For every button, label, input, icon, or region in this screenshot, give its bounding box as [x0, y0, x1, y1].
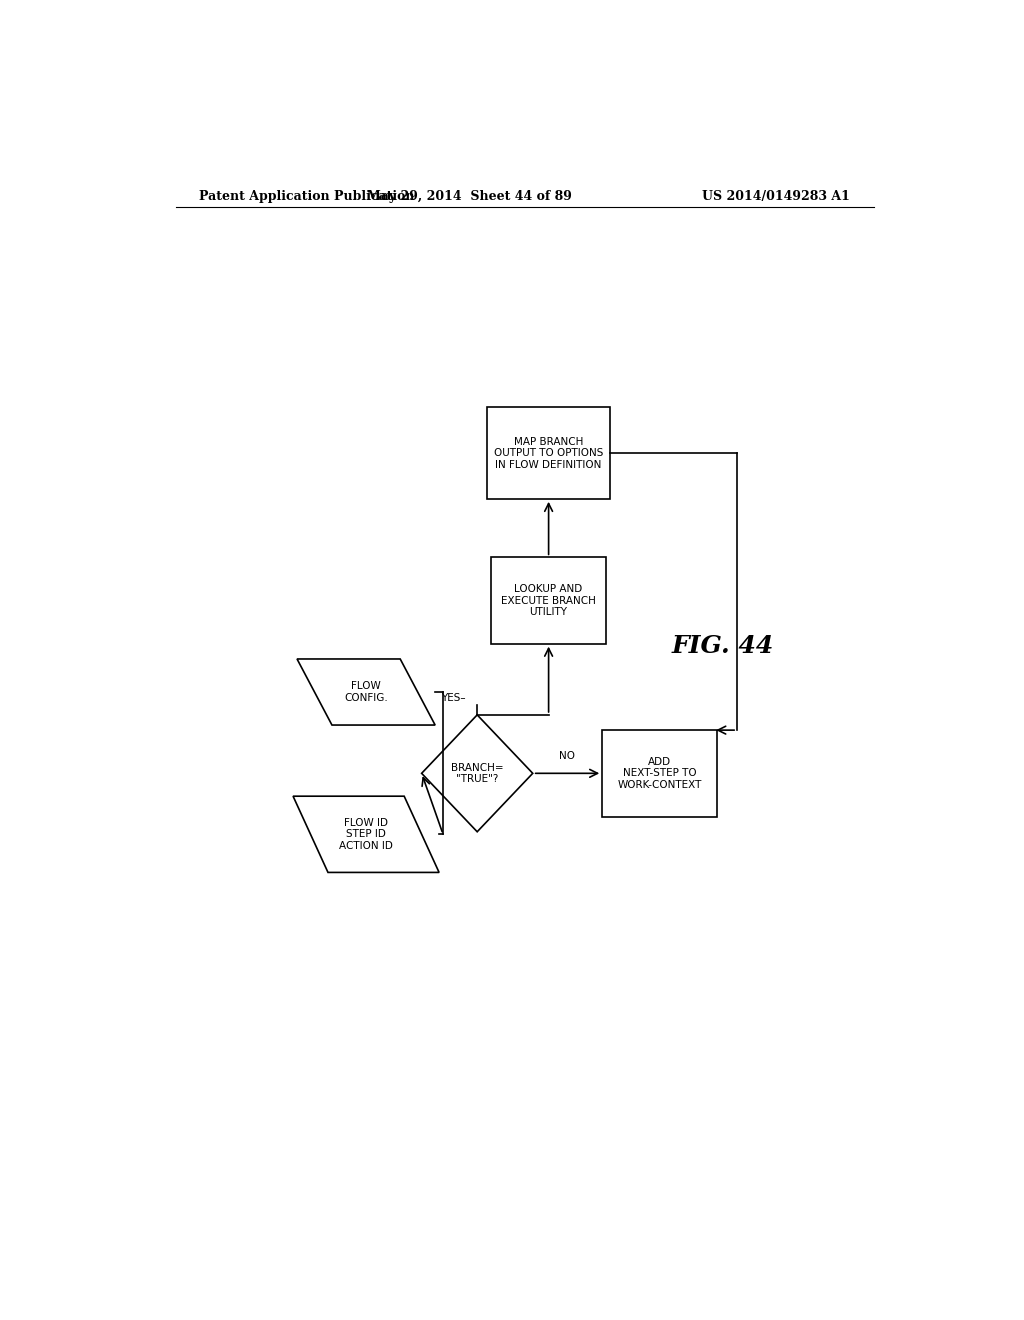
Text: US 2014/0149283 A1: US 2014/0149283 A1: [702, 190, 850, 202]
Bar: [487, 408, 610, 499]
Bar: [602, 730, 717, 817]
Text: Patent Application Publication: Patent Application Publication: [200, 190, 415, 202]
Polygon shape: [422, 715, 532, 832]
Polygon shape: [297, 659, 435, 725]
Text: MAP BRANCH
OUTPUT TO OPTIONS
IN FLOW DEFINITION: MAP BRANCH OUTPUT TO OPTIONS IN FLOW DEF…: [494, 437, 603, 470]
Text: FIG. 44: FIG. 44: [672, 635, 774, 659]
Text: BRANCH=
"TRUE"?: BRANCH= "TRUE"?: [451, 763, 504, 784]
Text: ADD
NEXT-STEP TO
WORK-CONTEXT: ADD NEXT-STEP TO WORK-CONTEXT: [617, 756, 701, 789]
Text: NO: NO: [559, 751, 575, 762]
Text: FLOW ID
STEP ID
ACTION ID: FLOW ID STEP ID ACTION ID: [339, 817, 393, 851]
Polygon shape: [293, 796, 439, 873]
Text: FLOW
CONFIG.: FLOW CONFIG.: [344, 681, 388, 702]
Text: May 29, 2014  Sheet 44 of 89: May 29, 2014 Sheet 44 of 89: [367, 190, 571, 202]
Bar: [492, 557, 606, 644]
Text: YES–: YES–: [440, 693, 465, 702]
Text: LOOKUP AND
EXECUTE BRANCH
UTILITY: LOOKUP AND EXECUTE BRANCH UTILITY: [501, 583, 596, 618]
